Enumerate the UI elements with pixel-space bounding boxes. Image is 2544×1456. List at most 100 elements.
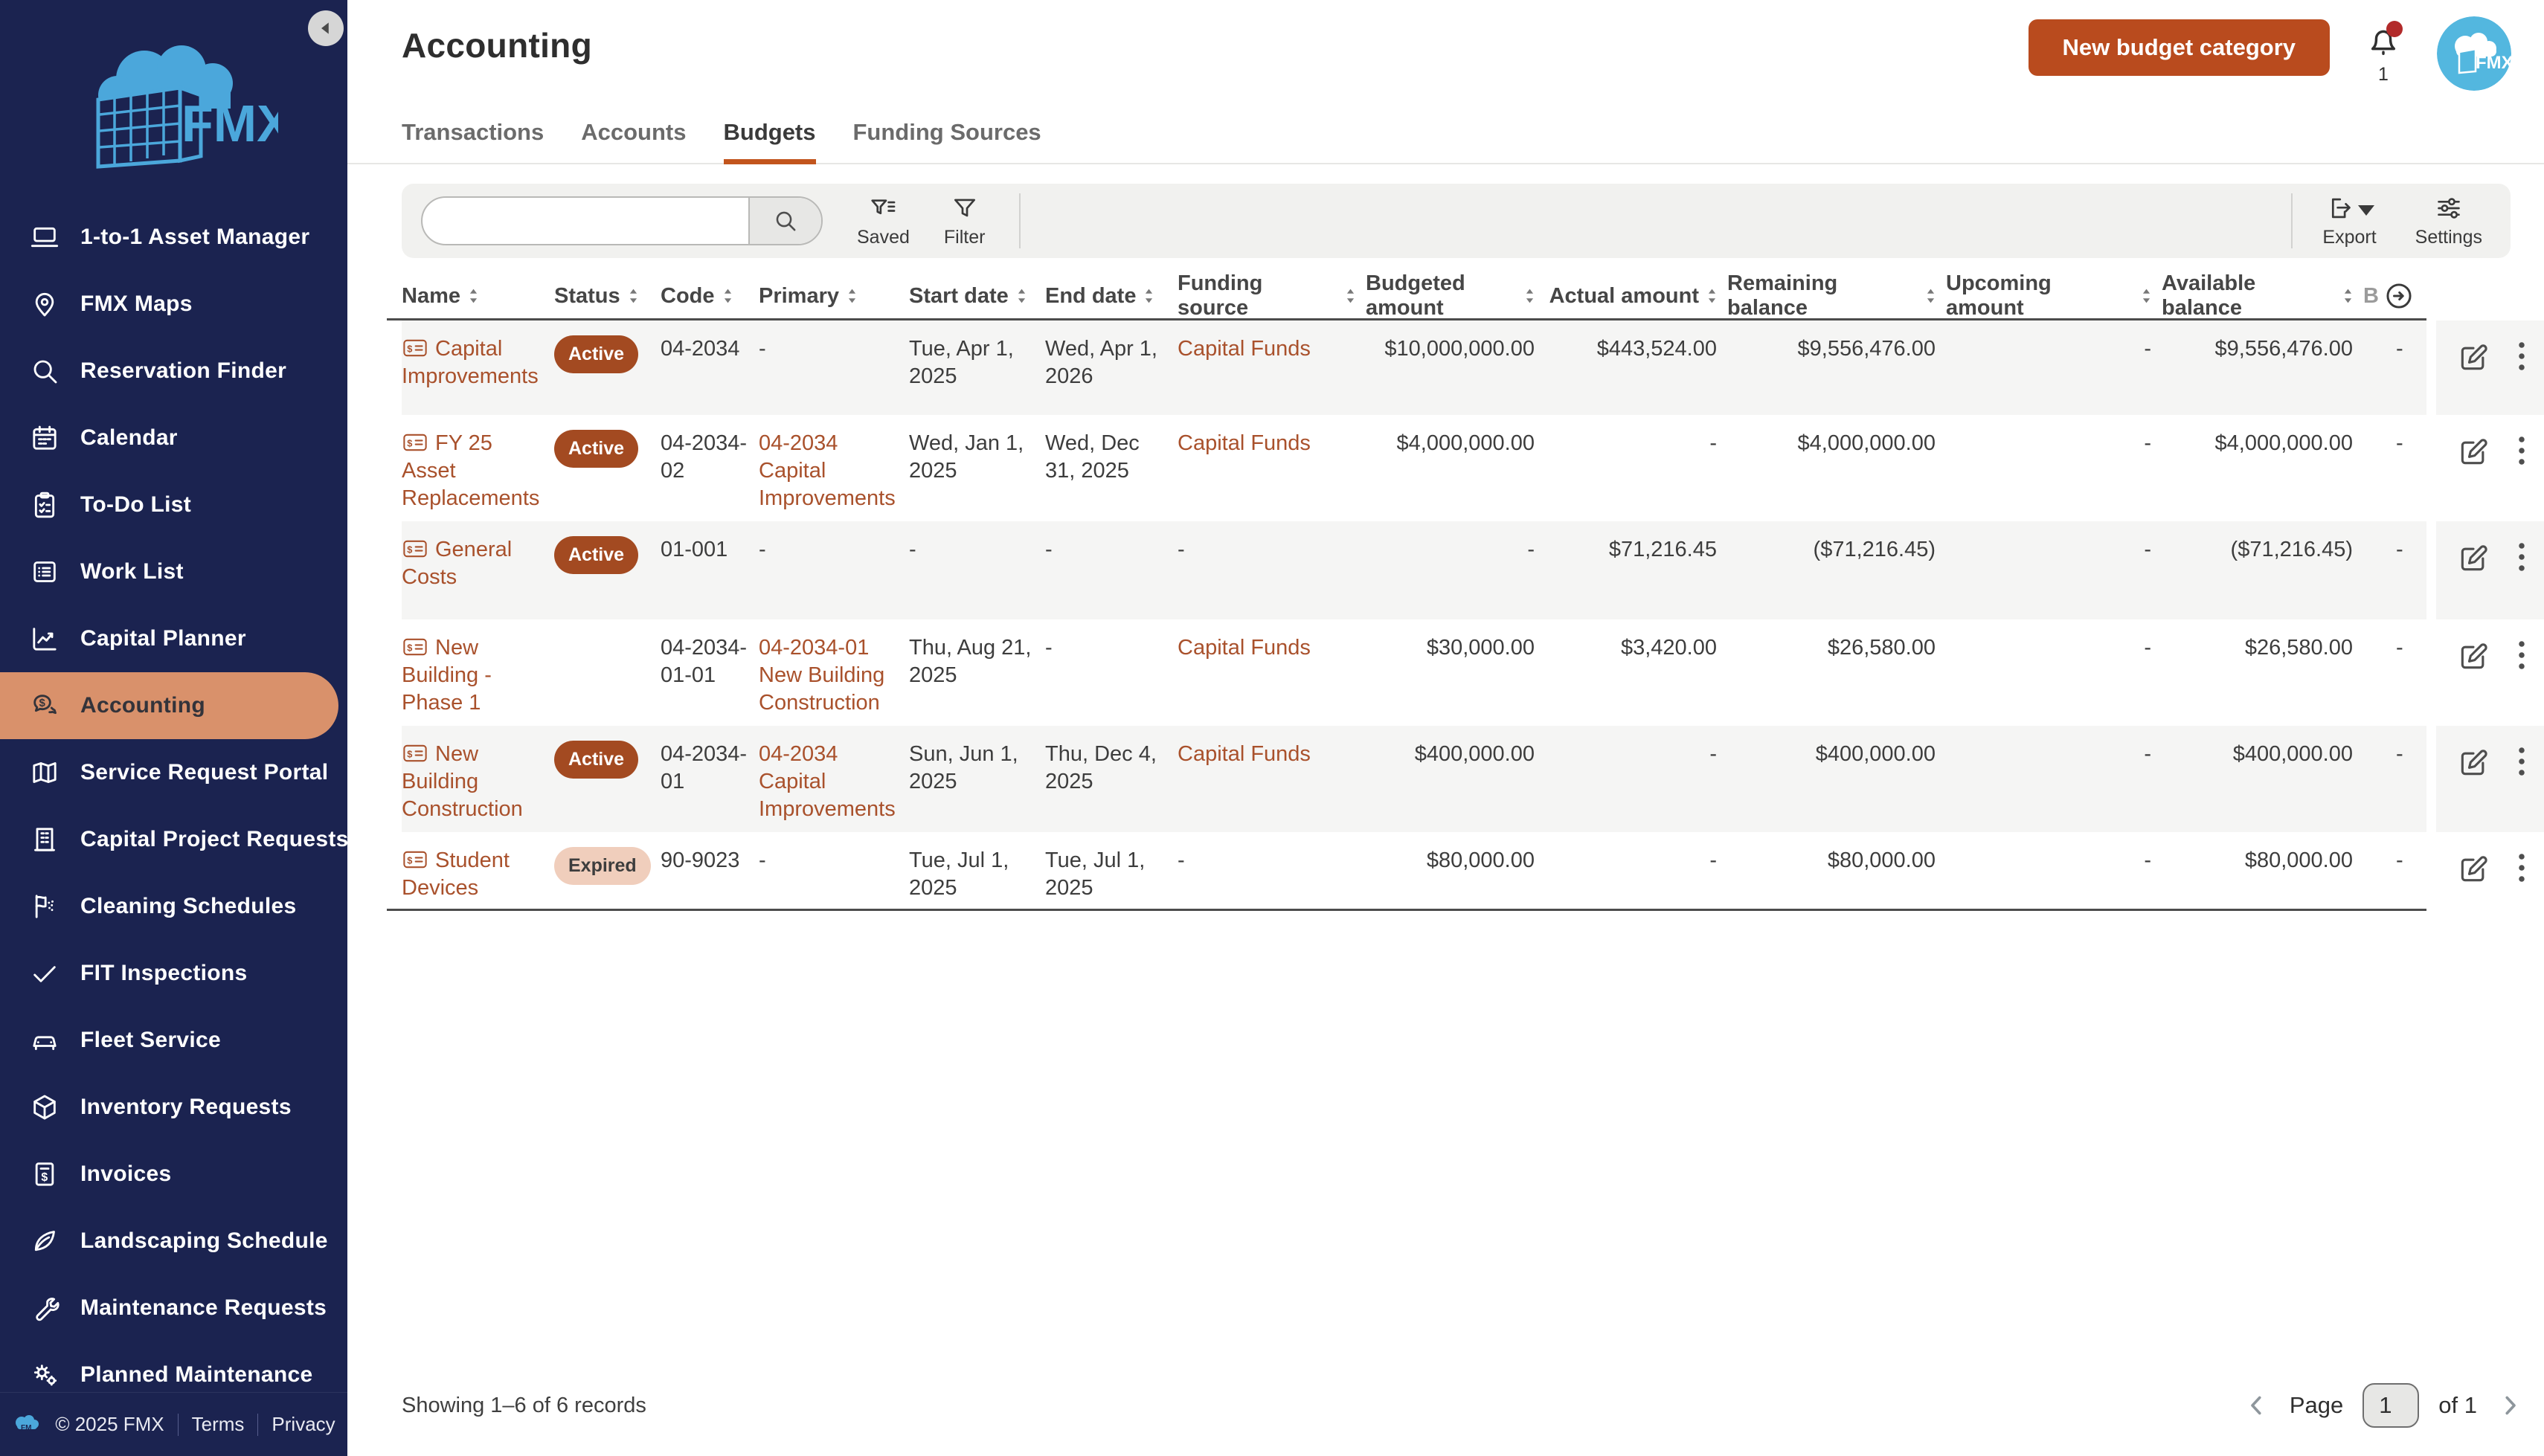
primary-link[interactable]: 04-2034 Capital Improvements [759,431,896,510]
cell-budgeted: $400,000.00 [1366,726,1545,832]
sort-icon[interactable] [722,287,734,305]
search-input[interactable] [423,198,748,244]
sidebar-item-work-list[interactable]: Work List [0,538,347,605]
edit-row-button[interactable] [2457,853,2490,886]
sidebar-item-landscaping-schedule[interactable]: Landscaping Schedule [0,1208,347,1275]
sort-icon[interactable] [1924,287,1937,305]
car-icon [30,1025,60,1055]
next-page-button[interactable] [2496,1392,2523,1419]
sort-icon[interactable] [1523,287,1536,305]
sidebar-item-fit-inspections[interactable]: FIT Inspections [0,940,347,1007]
sidebar-item-reservation-finder[interactable]: Reservation Finder [0,338,347,405]
budget-name-link[interactable]: Student Devices [402,848,510,900]
sidebar-item-maintenance-requests[interactable]: Maintenance Requests [0,1275,347,1341]
sort-icon[interactable] [627,287,640,305]
funding-link[interactable]: Capital Funds [1178,431,1311,455]
edit-row-button[interactable] [2457,341,2490,374]
sidebar-item-invoices[interactable]: $ Invoices [0,1141,347,1208]
sort-icon[interactable] [1143,287,1155,305]
column-header-budgeted[interactable]: Budgeted amount [1366,271,1545,320]
cell-budgeted: - [1527,538,1535,561]
cell-end: - [1045,538,1053,561]
row-menu-button[interactable] [2518,542,2525,572]
saved-filters-button[interactable]: Saved [857,194,910,248]
sidebar-item-capital-planner[interactable]: Capital Planner [0,605,347,672]
search-button[interactable] [748,198,821,244]
sidebar-item-inventory-requests[interactable]: Inventory Requests [0,1074,347,1141]
footer-divider [257,1413,259,1436]
sidebar-item-fmx-maps[interactable]: FMX Maps [0,271,347,338]
sort-icon[interactable] [1015,287,1028,305]
edit-row-button[interactable] [2457,436,2490,468]
notifications-button[interactable]: 1 [2362,21,2404,86]
cell-funding: Capital Funds [1178,320,1366,415]
sidebar-item-calendar[interactable]: Calendar [0,405,347,471]
sidebar-item-planned-maintenance[interactable]: Planned Maintenance [0,1341,347,1392]
user-avatar[interactable]: FMX [2437,16,2511,91]
sidebar-item-to-do-list[interactable]: To-Do List [0,471,347,538]
cell-available: $4,000,000.00 [2162,415,2363,521]
row-menu-button[interactable] [2518,341,2525,371]
column-header-actual[interactable]: Actual amount [1545,271,1727,320]
funding-link[interactable]: Capital Funds [1178,636,1311,660]
settings-button[interactable]: Settings [2415,194,2482,248]
primary-link[interactable]: 04-2034-01 New Building Construction [759,636,885,715]
budget-name-link[interactable]: General Costs [402,538,513,589]
sidebar-item-accounting[interactable]: $ Accounting [0,672,338,739]
budget-name-link[interactable]: New Building Construction [402,742,523,821]
budget-name-link[interactable]: Capital Improvements [402,337,539,388]
primary-link[interactable]: 04-2034 Capital Improvements [759,742,896,821]
sidebar-item-fleet-service[interactable]: Fleet Service [0,1007,347,1074]
prev-page-button[interactable] [2243,1392,2270,1419]
row-menu-button[interactable] [2518,853,2525,883]
row-menu-button[interactable] [2518,436,2525,466]
sidebar-item-label: Service Request Portal [80,760,329,785]
cell-code: 04-2034-02 [661,415,759,521]
terms-link[interactable]: Terms [191,1413,245,1435]
row-menu-button[interactable] [2518,747,2525,776]
column-header-remaining[interactable]: Remaining balance [1727,271,1946,320]
sidebar-item-capital-project-requests[interactable]: Capital Project Requests [0,806,347,873]
sidebar-item-1-to-1-asset-manager[interactable]: 1-to-1 Asset Manager [0,204,347,271]
sort-icon[interactable] [2342,287,2354,305]
column-header-funding[interactable]: Funding source [1178,271,1366,320]
row-menu-button[interactable] [2518,640,2525,670]
column-header-upcoming[interactable]: Upcoming amount [1946,271,2162,320]
sidebar-item-service-request-portal[interactable]: Service Request Portal [0,739,347,806]
column-header-code[interactable]: Code [661,271,759,320]
funding-link[interactable]: Capital Funds [1178,742,1311,766]
new-budget-category-button[interactable]: New budget category [2028,19,2330,76]
privacy-link[interactable]: Privacy [272,1413,335,1435]
column-header-status[interactable]: Status [554,271,661,320]
budget-card-icon: $ [402,338,428,358]
list-icon [30,557,60,587]
column-header-start[interactable]: Start date [909,271,1045,320]
edit-row-button[interactable] [2457,747,2490,779]
budget-name-link[interactable]: FY 25 Asset Replacements [402,431,540,510]
funding-link[interactable]: Capital Funds [1178,337,1311,361]
column-header-primary[interactable]: Primary [759,271,909,320]
edit-row-button[interactable] [2457,640,2490,673]
edit-row-button[interactable] [2457,542,2490,575]
sidebar-item-label: Planned Maintenance [80,1362,313,1387]
column-header-name[interactable]: Name [402,271,554,320]
tab-funding-sources[interactable]: Funding Sources [852,119,1041,145]
sort-icon[interactable] [2140,287,2153,305]
column-header-available[interactable]: Available balance [2162,271,2363,320]
filter-button[interactable]: Filter [944,194,985,248]
tab-accounts[interactable]: Accounts [581,119,687,145]
tab-transactions[interactable]: Transactions [402,119,545,145]
sort-icon[interactable] [467,287,480,305]
sidebar-collapse-button[interactable] [308,10,344,46]
tab-budgets[interactable]: Budgets [723,119,816,164]
budget-name-link[interactable]: New Building - Phase 1 [402,636,492,715]
sort-icon[interactable] [1706,287,1718,305]
scroll-right-icon[interactable] [2383,280,2415,312]
export-button[interactable]: Export [2322,194,2377,248]
sort-icon[interactable] [846,287,858,305]
page-number-input[interactable] [2362,1383,2420,1428]
sort-icon[interactable] [1344,287,1357,305]
column-header-end[interactable]: End date [1045,271,1178,320]
sidebar-item-cleaning-schedules[interactable]: Cleaning Schedules [0,873,347,940]
cell-end: - [1045,636,1053,660]
